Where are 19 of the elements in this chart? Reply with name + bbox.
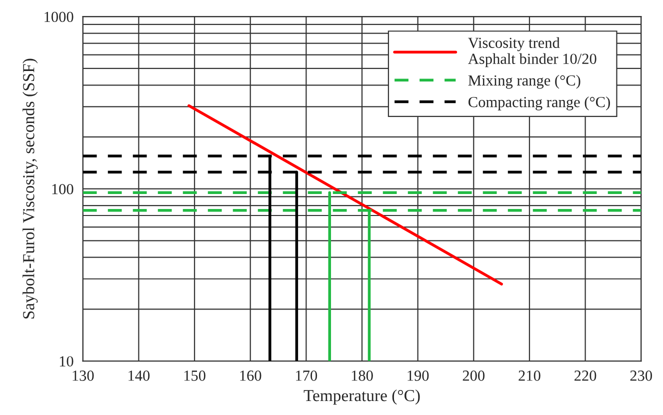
y-tick-label: 1000 [44, 12, 74, 22]
x-tick-label: 130 [72, 370, 94, 381]
y-axis-title: Saybolt-Furol Viscosity, seconds (SSF) [22, 58, 38, 318]
legend-label: Viscosity trend Asphalt binder 10/20 [468, 37, 596, 68]
x-tick-label: 170 [296, 370, 318, 381]
y-tick-label: 10 [60, 356, 74, 366]
x-tick-label: 220 [574, 370, 596, 381]
x-tick-label: 190 [408, 370, 429, 381]
x-tick-label: 230 [630, 370, 652, 381]
x-tick-label: 150 [184, 370, 206, 381]
x-tick-label: 160 [240, 370, 262, 381]
x-tick-label: 210 [518, 370, 540, 381]
y-tick-label: 100 [52, 184, 74, 194]
x-tick-label: 140 [128, 370, 150, 381]
legend-label: Mixing range (°C) [468, 74, 580, 89]
x-tick-label: 180 [352, 370, 373, 381]
x-axis-title: Temperature (°C) [304, 389, 420, 405]
legend-label: Compacting range (°C) [468, 96, 610, 110]
x-tick-label: 200 [462, 370, 485, 381]
